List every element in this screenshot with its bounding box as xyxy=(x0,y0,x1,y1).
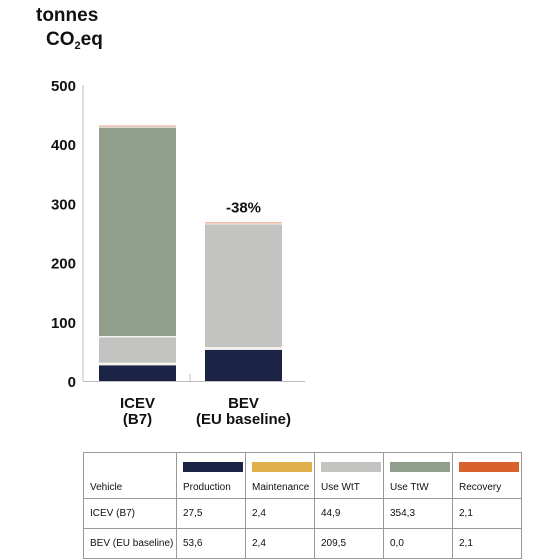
bar-segment xyxy=(99,363,176,365)
x-category-label: ICEV xyxy=(120,395,155,412)
table-row-label: ICEV (B7) xyxy=(83,498,177,529)
bar-segment xyxy=(205,223,282,348)
bar-segment xyxy=(205,222,282,224)
table-row: BEV (EU baseline) 53,6 2,4 209,5 0,0 2,1 xyxy=(83,528,522,559)
legend-swatch xyxy=(321,462,381,472)
legend-label: Recovery xyxy=(459,482,502,493)
bar-segment xyxy=(99,364,176,381)
legend-label: Use TtW xyxy=(390,482,429,493)
x-axis: ICEV(B7) BEV(EU baseline) xyxy=(83,374,305,428)
y-tick-label: 400 xyxy=(51,137,76,154)
table-cell: 2,1 xyxy=(452,498,522,529)
legend-label: Use WtT xyxy=(321,482,360,493)
y-tick-label: 100 xyxy=(51,315,76,332)
table-cell: 209,5 xyxy=(314,528,384,559)
y-axis: 0 100 200 300 400 500 xyxy=(51,78,84,391)
y-tick-label: 500 xyxy=(51,78,76,95)
y-tick-label: 300 xyxy=(51,196,76,213)
table-row: ICEV (B7) 27,5 2,4 44,9 354,3 2,1 xyxy=(83,498,522,529)
table-cell: 44,9 xyxy=(314,498,384,529)
x-category-label-line-2: (EU baseline) xyxy=(196,411,291,428)
table-header-series: Use TtW xyxy=(383,452,453,499)
table-cell: 2,1 xyxy=(452,528,522,559)
bar-segment xyxy=(99,125,176,127)
change-annotation: -38% xyxy=(226,200,261,217)
table-cell: 53,6 xyxy=(176,528,246,559)
x-category-label: BEV xyxy=(228,395,259,412)
legend-swatch xyxy=(390,462,450,472)
table-cell: 27,5 xyxy=(176,498,246,529)
bar-segment xyxy=(205,347,282,350)
bar-segment xyxy=(99,336,176,364)
x-category-label-line-2: (B7) xyxy=(123,411,152,428)
legend-label: Maintenance xyxy=(252,482,310,493)
table-cell: 2,4 xyxy=(245,528,315,559)
legend-label: Production xyxy=(183,482,231,493)
table-header-series: Recovery xyxy=(452,452,522,499)
table-cell: 0,0 xyxy=(383,528,453,559)
legend-swatch xyxy=(183,462,243,472)
y-tick-label: 200 xyxy=(51,256,76,273)
unit-line-1: tonnes xyxy=(36,5,99,26)
table-cell: 354,3 xyxy=(383,498,453,529)
table-header-vehicle: Vehicle xyxy=(83,452,177,499)
data-table: Vehicle Production Maintenance Use WtT Use T… xyxy=(83,452,522,559)
table-header-series: Use WtT xyxy=(314,452,384,499)
y-axis-unit-label: tonnes CO2eq xyxy=(36,4,103,52)
stacked-bar-chart: 0 100 200 300 400 500 -38% ICEV(B7) BEV(EU bas… xyxy=(51,78,305,428)
bar-segment xyxy=(205,349,282,381)
bar-segment xyxy=(99,126,176,337)
table-row-label: BEV (EU baseline) xyxy=(83,528,177,559)
table-header-series: Maintenance xyxy=(245,452,315,499)
table-header-series: Production xyxy=(176,452,246,499)
y-tick-label: 0 xyxy=(68,374,76,391)
bars: -38% xyxy=(99,125,282,381)
legend-swatch xyxy=(459,462,519,472)
table-header-row: Vehicle Production Maintenance Use WtT Use T… xyxy=(83,452,522,499)
unit-line-2: CO2eq xyxy=(46,29,103,52)
table-cell: 2,4 xyxy=(245,498,315,529)
legend-swatch xyxy=(252,462,312,472)
